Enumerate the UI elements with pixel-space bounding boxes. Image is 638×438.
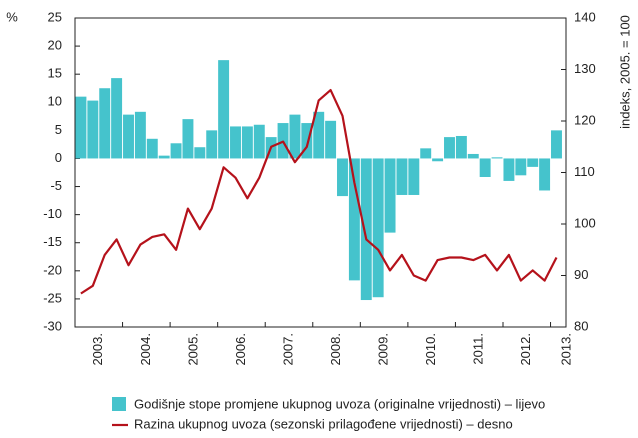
bar (170, 143, 182, 159)
y2-tick-label: 110 (574, 164, 595, 179)
y2-tick-label: 130 (574, 61, 596, 76)
bar (194, 147, 206, 159)
bar (455, 135, 467, 159)
x-tick-label: 2004. (138, 333, 153, 366)
x-tick-label: 2006. (233, 333, 248, 366)
bar (158, 155, 170, 159)
bar (444, 137, 455, 159)
line (80, 89, 558, 295)
y2-tick-label: 100 (574, 215, 596, 230)
bar (87, 100, 99, 159)
bar (467, 153, 479, 159)
legend-label: Razina ukupnog uvoza (sezonski prilagođe… (134, 416, 513, 431)
plot-frame (74, 17, 567, 328)
bar (230, 126, 241, 159)
bar (384, 158, 396, 233)
y-axis-label: % (6, 9, 18, 24)
bar (527, 158, 539, 167)
bar (491, 157, 503, 159)
bar (146, 138, 158, 159)
y2-tick-label: 120 (574, 112, 596, 127)
bar (337, 158, 348, 197)
bar (372, 158, 384, 298)
bar (551, 130, 562, 159)
bar (515, 158, 527, 176)
y-tick-label: 15 (48, 66, 62, 81)
x-tick-label: 2005. (185, 333, 200, 366)
legend-label: Godišnje stope promjene ukupnog uvoza (o… (134, 396, 545, 411)
x-tick-label: 2007. (280, 333, 295, 366)
bar (75, 96, 87, 159)
y-tick-label: -20 (43, 262, 62, 277)
bar (206, 130, 218, 159)
bar (539, 158, 551, 191)
bar (182, 119, 194, 159)
bar (123, 114, 134, 159)
y-tick-label: 10 (48, 94, 62, 109)
y-tick-label: -5 (50, 178, 62, 193)
y-tick-label: -30 (43, 318, 62, 333)
y-tick-label: -25 (43, 290, 62, 305)
bar (360, 158, 372, 301)
bar (479, 158, 491, 177)
bar (134, 111, 146, 159)
x-tick-label: 2003. (90, 333, 105, 366)
bar (420, 148, 432, 159)
y2-tick-label: 80 (574, 318, 588, 333)
bar (313, 111, 325, 159)
x-tick-label: 2009. (376, 333, 391, 366)
x-tick-label: 2013. (559, 333, 574, 366)
x-tick-label: 2008. (328, 333, 343, 366)
bar (325, 120, 337, 159)
y2-axis-label: indeks, 2005. = 100 (617, 15, 632, 129)
y-tick-label: 25 (48, 9, 62, 24)
bar (111, 78, 123, 159)
bar (218, 60, 230, 159)
y2-tick-label: 140 (574, 9, 596, 24)
bar (396, 158, 408, 195)
bar (289, 114, 301, 159)
bar (503, 158, 515, 181)
bar (408, 158, 420, 195)
bar (432, 158, 444, 162)
bar (348, 158, 360, 281)
bar (301, 123, 313, 159)
x-tick-label: 2010. (423, 333, 438, 366)
legend-swatch (112, 397, 126, 411)
y-tick-label: -15 (43, 234, 62, 249)
x-tick-label: 2012. (518, 333, 533, 366)
y-tick-label: 20 (48, 38, 62, 53)
y-tick-label: -10 (43, 206, 62, 221)
y-tick-label: 5 (55, 122, 62, 137)
bar (241, 126, 253, 159)
x-tick-label: 2011. (471, 333, 486, 365)
y-tick-label: 0 (55, 150, 62, 165)
y2-tick-label: 90 (574, 267, 588, 282)
bar (99, 88, 111, 159)
bar (253, 124, 265, 159)
